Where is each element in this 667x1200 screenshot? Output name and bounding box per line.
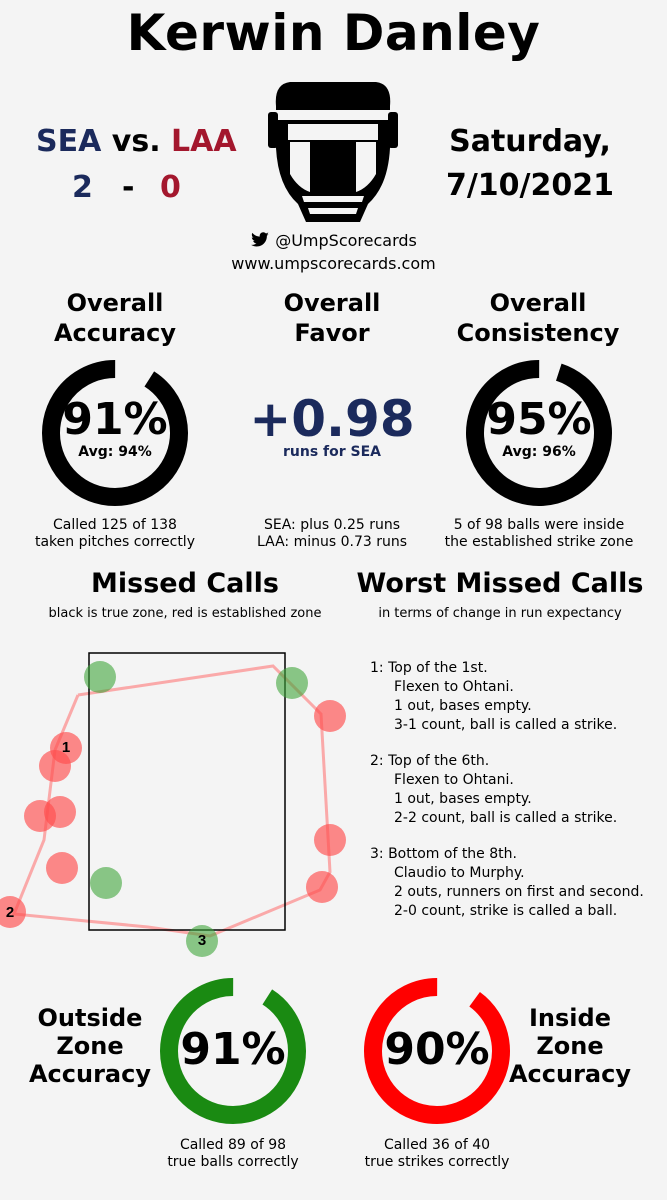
- overall-accuracy-heading: Overall Accuracy: [15, 288, 215, 348]
- worst-call-3-line3: 2 outs, runners on first and second.: [394, 884, 644, 900]
- missed-call-marker: [24, 800, 56, 832]
- missed-calls-heading: Missed Calls: [91, 568, 279, 599]
- outside-zone-heading-line1: Outside: [37, 1004, 143, 1032]
- overall-favor-value: +0.98: [249, 390, 415, 448]
- overall-consistency-value: 95%: [486, 394, 592, 445]
- overall-consistency-ring-arc: [466, 360, 612, 506]
- overall-accuracy-note-line1: Called 125 of 138: [53, 517, 177, 533]
- missed-call-label-1: 1: [62, 739, 70, 756]
- outside-zone-heading-line2: Zone: [56, 1032, 124, 1060]
- worst-call-2-line3: 1 out, bases empty.: [394, 791, 532, 807]
- outside-zone-note: Called 89 of 98 true balls correctly: [133, 1137, 333, 1171]
- worst-call-1-line2: Flexen to Ohtani.: [394, 679, 514, 695]
- missed-call-marker: [314, 700, 346, 732]
- missed-call-label-3: 3: [198, 932, 206, 949]
- worst-call-1-line4: 3-1 count, ball is called a strike.: [394, 717, 618, 733]
- missed-call-marker: [39, 750, 71, 782]
- worst-missed-calls-list: 1: Top of the 1st. Flexen to Ohtani. 1 o…: [370, 659, 660, 921]
- inside-zone-value: 90%: [384, 1024, 490, 1075]
- inside-zone-heading: Inside Zone Accuracy: [500, 1004, 640, 1088]
- worst-call-item-2: 2: Top of the 6th. Flexen to Ohtani. 1 o…: [370, 752, 660, 828]
- missed-call-marker: [0, 896, 26, 928]
- overall-accuracy-avg: Avg: 94%: [78, 444, 152, 460]
- outside-zone-note-line2: true balls correctly: [167, 1154, 299, 1170]
- worst-call-2-line1: 2: Top of the 6th.: [370, 753, 490, 769]
- score-dash: -: [122, 170, 135, 205]
- worst-call-item-3: 3: Bottom of the 8th. Claudio to Murphy.…: [370, 845, 660, 921]
- outside-zone-value: 91%: [180, 1024, 286, 1075]
- overall-consistency-avg: Avg: 96%: [502, 444, 576, 460]
- overall-favor-note-line2: LAA: minus 0.73 runs: [256, 534, 408, 550]
- overall-favor-heading-line1: Overall: [283, 289, 381, 317]
- worst-missed-calls-heading: Worst Missed Calls: [356, 568, 644, 599]
- missed-call-marker: [84, 661, 116, 693]
- overall-favor-heading: Overall Favor: [232, 288, 432, 348]
- overall-consistency-note-line2: the established strike zone: [444, 534, 634, 550]
- missed-call-marker: [90, 867, 122, 899]
- missed-call-marker: [186, 925, 218, 957]
- umpire-name: Kerwin Danley: [126, 4, 541, 62]
- overall-consistency-heading-line2: Consistency: [456, 319, 620, 347]
- inside-zone-note: Called 36 of 40 true strikes correctly: [337, 1137, 537, 1171]
- outside-zone-heading-line3: Accuracy: [28, 1060, 151, 1088]
- twitter-handle: @UmpScorecards: [275, 231, 417, 250]
- game-date-value: 7/10/2021: [445, 168, 615, 203]
- overall-favor-note-line1: SEA: plus 0.25 runs: [263, 517, 401, 533]
- missed-calls-subheading: black is true zone, red is established z…: [48, 606, 322, 621]
- overall-accuracy-ring: [42, 360, 188, 506]
- matchup: SEA vs. LAA: [36, 124, 237, 159]
- overall-accuracy-note: Called 125 of 138 taken pitches correctl…: [15, 517, 215, 551]
- worst-call-3-line4: 2-0 count, strike is called a ball.: [394, 903, 618, 919]
- overall-accuracy-value: 91%: [62, 394, 168, 445]
- overall-favor-heading-line2: Favor: [294, 319, 370, 347]
- outside-zone-heading: Outside Zone Accuracy: [20, 1004, 160, 1088]
- overall-consistency-note: 5 of 98 balls were inside the establishe…: [430, 517, 648, 551]
- overall-favor-note: SEA: plus 0.25 runs LAA: minus 0.73 runs: [232, 517, 432, 551]
- worst-missed-calls-subheading: in terms of change in run expectancy: [378, 606, 622, 621]
- inside-zone-heading-line3: Accuracy: [508, 1060, 631, 1088]
- missed-call-label-2: 2: [6, 904, 14, 921]
- worst-call-3-line1: 3: Bottom of the 8th.: [370, 846, 517, 862]
- twitter-line: @UmpScorecards: [0, 231, 667, 250]
- overall-accuracy-ring-arc: [42, 360, 188, 506]
- missed-call-marker: [314, 824, 346, 856]
- missed-calls-plot: 1 2 3: [0, 652, 346, 957]
- missed-call-marker: [306, 871, 338, 903]
- overall-accuracy-heading-line2: Accuracy: [53, 319, 176, 347]
- worst-call-3-line2: Claudio to Murphy.: [394, 865, 525, 881]
- inside-zone-ring: [364, 978, 510, 1124]
- overall-accuracy-note-line2: taken pitches correctly: [34, 534, 195, 550]
- overall-consistency-note-line1: 5 of 98 balls were inside: [453, 517, 625, 533]
- worst-call-1-line3: 1 out, bases empty.: [394, 698, 532, 714]
- missed-call-marker: [276, 667, 308, 699]
- true-zone-outline: [88, 652, 286, 931]
- away-score: 2: [72, 170, 93, 205]
- umpire-mask-icon: [268, 82, 398, 222]
- overall-consistency-heading-line1: Overall: [489, 289, 587, 317]
- worst-call-2-line4: 2-2 count, ball is called a strike.: [394, 810, 618, 826]
- vs-label: vs.: [111, 124, 161, 159]
- inside-zone-heading-line2: Zone: [536, 1032, 604, 1060]
- inside-zone-note-line1: Called 36 of 40: [383, 1137, 491, 1153]
- website: www.umpscorecards.com: [231, 254, 436, 273]
- inside-zone-note-line2: true strikes correctly: [364, 1154, 510, 1170]
- game-date: Saturday, 7/10/2021: [430, 120, 630, 208]
- worst-call-item-1: 1: Top of the 1st. Flexen to Ohtani. 1 o…: [370, 659, 660, 735]
- outside-zone-ring: [160, 978, 306, 1124]
- overall-consistency-heading: Overall Consistency: [438, 288, 638, 348]
- away-team: SEA: [36, 124, 102, 159]
- home-score: 0: [160, 170, 181, 205]
- worst-call-1-line1: 1: Top of the 1st.: [370, 660, 488, 676]
- overall-consistency-ring: [466, 360, 612, 506]
- outside-zone-note-line1: Called 89 of 98: [179, 1137, 287, 1153]
- home-team: LAA: [171, 124, 237, 159]
- missed-call-marker: [46, 852, 78, 884]
- overall-favor-unit: runs for SEA: [282, 444, 381, 460]
- game-day: Saturday,: [449, 124, 611, 159]
- overall-accuracy-heading-line1: Overall: [66, 289, 164, 317]
- inside-zone-heading-line1: Inside: [529, 1004, 611, 1032]
- worst-call-2-line2: Flexen to Ohtani.: [394, 772, 514, 788]
- twitter-icon: [251, 232, 269, 247]
